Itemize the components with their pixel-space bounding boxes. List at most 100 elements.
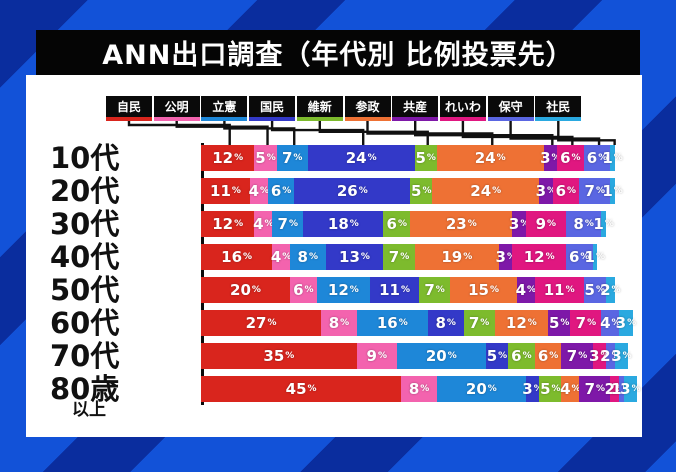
segment-value: 16	[376, 314, 398, 332]
segment-value: 12	[505, 314, 527, 332]
segment-社民: 3%	[616, 310, 636, 336]
percent-sign: %	[587, 318, 597, 328]
segment-value: 45	[285, 380, 307, 398]
age-group-label: 20代	[26, 177, 201, 206]
segment-自民: 12%	[201, 145, 255, 171]
percent-sign: %	[613, 186, 623, 196]
segment-維新: 6%	[508, 343, 535, 369]
segment-保守: 6%	[583, 145, 611, 171]
age-group-label: 70代	[26, 342, 201, 371]
percent-sign: %	[545, 252, 555, 262]
segment-value: 24	[470, 182, 492, 200]
segment-立憲: 7%	[276, 145, 308, 171]
percent-sign: %	[552, 153, 561, 163]
segment-共産: 3%	[540, 145, 561, 171]
percent-sign: %	[551, 384, 561, 394]
legend-item-1: 自民	[106, 96, 152, 121]
percent-sign: %	[463, 252, 473, 262]
connector-line-維新	[318, 121, 429, 145]
segment-value: 6	[537, 347, 549, 365]
segment-参政: 4%	[560, 376, 581, 402]
segment-立憲: 20%	[436, 376, 526, 402]
stacked-bar: 20% 6% 12% 11% 7% 15% 4% 11% 5% 2%	[201, 277, 621, 303]
segment-自民: 11%	[201, 178, 250, 204]
segment-公明: 6%	[290, 277, 317, 303]
segment-維新: 6%	[383, 211, 411, 237]
segment-value: 5	[415, 149, 426, 167]
legend-label: 参政	[355, 100, 380, 114]
percent-sign: %	[547, 186, 556, 196]
segment-value: 4	[515, 281, 527, 299]
segment-公明: 4%	[271, 244, 292, 270]
segment-value: 5	[540, 380, 551, 398]
percent-sign: %	[584, 219, 594, 229]
percent-sign: %	[447, 351, 457, 361]
segment-国民: 3%	[522, 376, 543, 402]
segment-維新: 7%	[463, 310, 495, 336]
percent-sign: %	[231, 186, 241, 196]
stacked-bar: 11%4%6%26%5%24%3%6%7%1%	[201, 178, 623, 204]
connector-line-れいわ	[461, 121, 574, 145]
percent-sign: %	[397, 219, 407, 229]
segment-value: 4	[248, 182, 260, 200]
segment-国民: 11%	[370, 277, 420, 303]
y-axis-line	[201, 143, 204, 405]
segment-社民: 2%	[600, 277, 621, 303]
percent-sign: %	[622, 351, 632, 361]
percent-sign: %	[358, 186, 368, 196]
percent-sign: %	[446, 318, 456, 328]
segment-維新: 7%	[419, 277, 451, 303]
percent-sign: %	[527, 285, 537, 295]
percent-sign: %	[613, 153, 623, 163]
segment-公明: 9%	[356, 343, 397, 369]
percent-sign: %	[307, 384, 317, 394]
legend-label: 国民	[260, 100, 285, 114]
segment-value: 1	[584, 248, 595, 266]
segment-value: 18	[327, 215, 349, 233]
legend-label: れいわ	[444, 100, 481, 114]
segment-維新: 5%	[414, 145, 437, 171]
percent-sign: %	[282, 252, 292, 262]
segment-参政: 24%	[436, 145, 544, 171]
legend-item-5: 維新	[296, 96, 343, 121]
percent-sign: %	[267, 318, 277, 328]
legend-label: 立憲	[212, 100, 237, 114]
percent-sign: %	[360, 252, 370, 262]
segment-value: 5	[411, 182, 422, 200]
segment-れいわ: 6%	[552, 178, 580, 204]
segment-参政: 24%	[432, 178, 540, 204]
segment-維新: 5%	[539, 376, 562, 402]
connector-line-社民	[557, 121, 616, 145]
segment-value: 26	[336, 182, 358, 200]
segment-れいわ: 3%	[589, 343, 609, 369]
percent-sign: %	[498, 351, 508, 361]
legend-label: 保守	[498, 100, 523, 114]
segment-立憲: 7%	[272, 211, 304, 237]
segment-保守: 8%	[565, 211, 602, 237]
segment-value: 1	[602, 149, 613, 167]
percent-sign: %	[367, 153, 377, 163]
segment-自民: 27%	[201, 310, 322, 336]
percent-sign: %	[398, 318, 408, 328]
percent-sign: %	[549, 351, 559, 361]
percent-sign: %	[266, 153, 276, 163]
percent-sign: %	[565, 285, 575, 295]
legend-item-10: 社民	[535, 96, 582, 121]
segment-保守: 6%	[565, 244, 593, 270]
percent-sign: %	[567, 186, 577, 196]
percent-sign: %	[349, 285, 359, 295]
percent-sign: %	[489, 285, 499, 295]
segment-value: 1	[602, 182, 613, 200]
segment-公明: 8%	[321, 310, 357, 336]
connector-line-自民	[127, 121, 231, 145]
segment-value: 7	[281, 149, 293, 167]
segment-共産: 3%	[508, 211, 529, 237]
segment-社民: 1%	[593, 211, 614, 237]
percent-sign: %	[377, 351, 387, 361]
percent-sign: %	[631, 384, 641, 394]
segment-共産: 3%	[496, 244, 516, 270]
segment-value: 3	[508, 215, 520, 233]
